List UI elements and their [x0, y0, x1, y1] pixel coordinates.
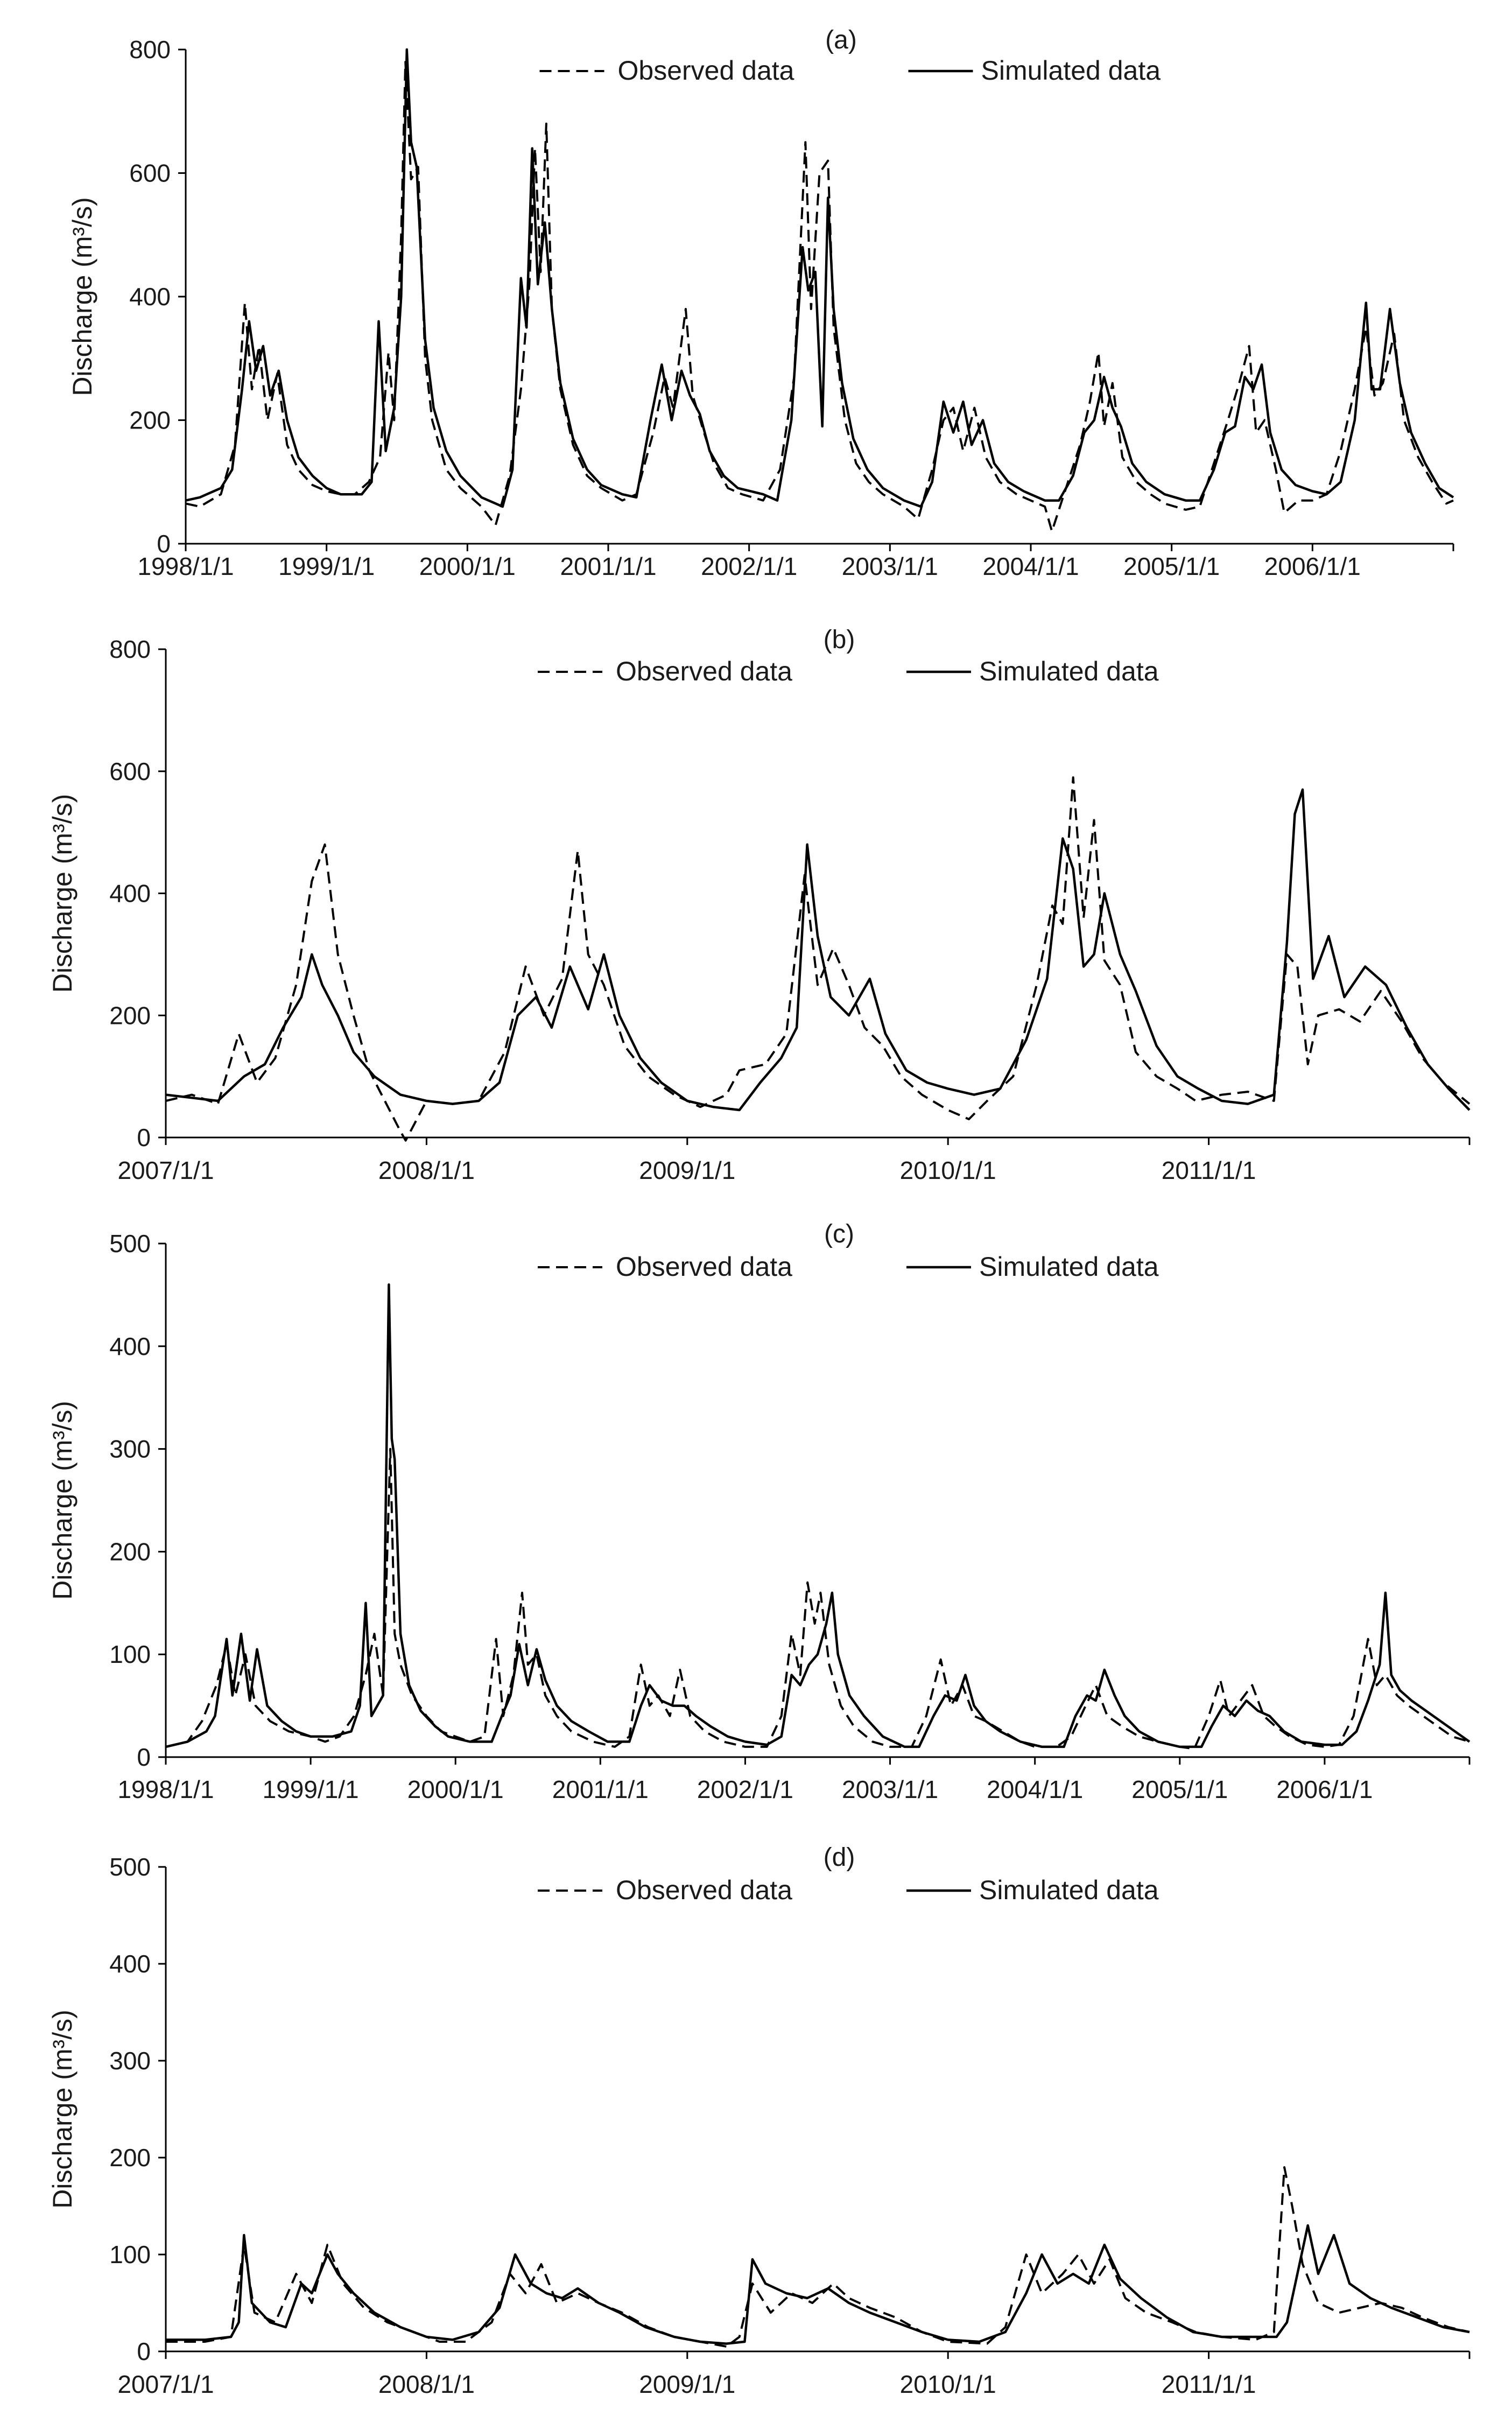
- y-tick-label: 600: [129, 159, 171, 187]
- y-tick-label: 200: [129, 406, 171, 434]
- legend-simulated-label: Simulated data: [979, 656, 1159, 686]
- y-tick-label: 400: [109, 1950, 151, 1978]
- simulated-data-line: [166, 2224, 1470, 2345]
- legend: Observed data Simulated data: [538, 1875, 1159, 1905]
- x-tick-label: 2003/1/1: [842, 1775, 938, 1803]
- x-tick-label: 2011/1/1: [1162, 2370, 1256, 2398]
- y-tick-label: 0: [137, 1123, 151, 1151]
- simulated-data-line: [165, 1283, 1471, 1748]
- x-tick-label: 2007/1/1: [117, 2370, 214, 2398]
- y-tick-label: 200: [109, 2144, 151, 2172]
- x-tick-label: 2002/1/1: [701, 552, 797, 580]
- x-tick-label: 2000/1/1: [419, 552, 516, 580]
- observed-data-line: [165, 776, 1471, 1142]
- x-tick-label: 1999/1/1: [278, 552, 375, 580]
- x-tick-label: 2010/1/1: [900, 1156, 996, 1184]
- x-tick-label: 2008/1/1: [378, 2370, 475, 2398]
- observed-data-line: [166, 2166, 1470, 2348]
- x-tick-label: 2001/1/1: [560, 552, 656, 580]
- x-tick-label: 2010/1/1: [900, 2370, 996, 2398]
- x-tick-label: 2011/1/1: [1162, 1156, 1256, 1184]
- y-tick-label: 100: [109, 2241, 151, 2269]
- y-tick-label: 200: [109, 1537, 151, 1565]
- y-tick-label: 300: [109, 1435, 151, 1463]
- y-axis-title: Discharge (m³/s): [47, 1401, 78, 1599]
- y-tick-label: 0: [157, 530, 171, 558]
- y-tick-label: 400: [109, 880, 151, 908]
- panel-label: (d): [824, 1843, 855, 1872]
- legend-simulated-label: Simulated data: [979, 1875, 1159, 1905]
- panel-label: (a): [825, 26, 857, 54]
- x-tick-label: 2005/1/1: [1123, 552, 1220, 580]
- panel-label: (c): [824, 1220, 854, 1248]
- x-tick-label: 1998/1/1: [117, 1775, 214, 1803]
- panel-label: (b): [824, 626, 855, 654]
- y-tick-label: 600: [109, 757, 151, 785]
- legend-simulated-label: Simulated data: [979, 1252, 1159, 1282]
- chart-panel-c: 0 100 200 300 400 500 1998/1/1 1999/1/1 2000/1/1…: [47, 1220, 1471, 1803]
- y-tick-label: 200: [109, 1001, 151, 1029]
- chart-panel-a: 0 200 400 600 800 1998/1/1 1999/1/1 2000/1/1 200…: [67, 26, 1454, 580]
- legend: Observed data Simulated data: [538, 656, 1159, 686]
- x-tick-label: 2003/1/1: [842, 552, 938, 580]
- legend-simulated-label: Simulated data: [981, 55, 1161, 86]
- x-tick-label: 2005/1/1: [1131, 1775, 1228, 1803]
- x-tick-label: 2008/1/1: [378, 1156, 475, 1184]
- x-tick-label: 2006/1/1: [1264, 552, 1361, 580]
- y-axis-title: Discharge (m³/s): [47, 794, 78, 993]
- x-tick-label: 2001/1/1: [552, 1775, 649, 1803]
- chart-panel-b: 0 200 400 600 800 2007/1/1 2008/1/1 2009/1/1 201…: [47, 626, 1471, 1184]
- simulated-data-line: [185, 48, 1454, 508]
- legend-observed-label: Observed data: [616, 1252, 792, 1282]
- legend-observed-label: Observed data: [616, 656, 792, 686]
- legend: Observed data Simulated data: [539, 55, 1161, 86]
- y-tick-label: 0: [137, 2337, 151, 2365]
- y-tick-label: 100: [109, 1640, 151, 1668]
- legend-observed-label: Observed data: [618, 55, 794, 86]
- x-tick-label: 2000/1/1: [407, 1775, 504, 1803]
- y-tick-label: 800: [129, 36, 171, 64]
- chart-panels: 0 200 400 600 800 1998/1/1 1999/1/1 2000/1/1 200…: [47, 26, 1471, 2398]
- y-tick-label: 500: [109, 1853, 151, 1881]
- observed-data-line: [165, 1448, 1470, 1750]
- x-tick-label: 2007/1/1: [117, 1156, 214, 1184]
- x-tick-label: 2006/1/1: [1276, 1775, 1373, 1803]
- legend: Observed data Simulated data: [538, 1252, 1159, 1282]
- y-tick-label: 500: [109, 1230, 151, 1258]
- y-tick-label: 800: [109, 635, 151, 663]
- x-tick-label: 2009/1/1: [639, 1156, 735, 1184]
- x-tick-label: 2004/1/1: [982, 552, 1079, 580]
- x-tick-label: 2009/1/1: [639, 2370, 735, 2398]
- x-tick-label: 2002/1/1: [697, 1775, 793, 1803]
- x-tick-label: 1998/1/1: [137, 552, 234, 580]
- x-tick-label: 1999/1/1: [263, 1775, 359, 1803]
- y-tick-label: 400: [129, 283, 171, 311]
- x-tick-label: 2004/1/1: [987, 1775, 1083, 1803]
- y-tick-label: 300: [109, 2047, 151, 2075]
- legend-observed-label: Observed data: [616, 1875, 792, 1905]
- y-axis-title: Discharge (m³/s): [67, 197, 97, 396]
- y-tick-label: 0: [137, 1743, 151, 1771]
- simulated-data-line: [165, 788, 1471, 1112]
- y-tick-label: 400: [109, 1332, 151, 1360]
- chart-panel-d: 0 100 200 300 400 500 2007/1/1 2008/1/1 2009/1/1…: [47, 1843, 1471, 2398]
- y-axis-title: Discharge (m³/s): [47, 2010, 78, 2208]
